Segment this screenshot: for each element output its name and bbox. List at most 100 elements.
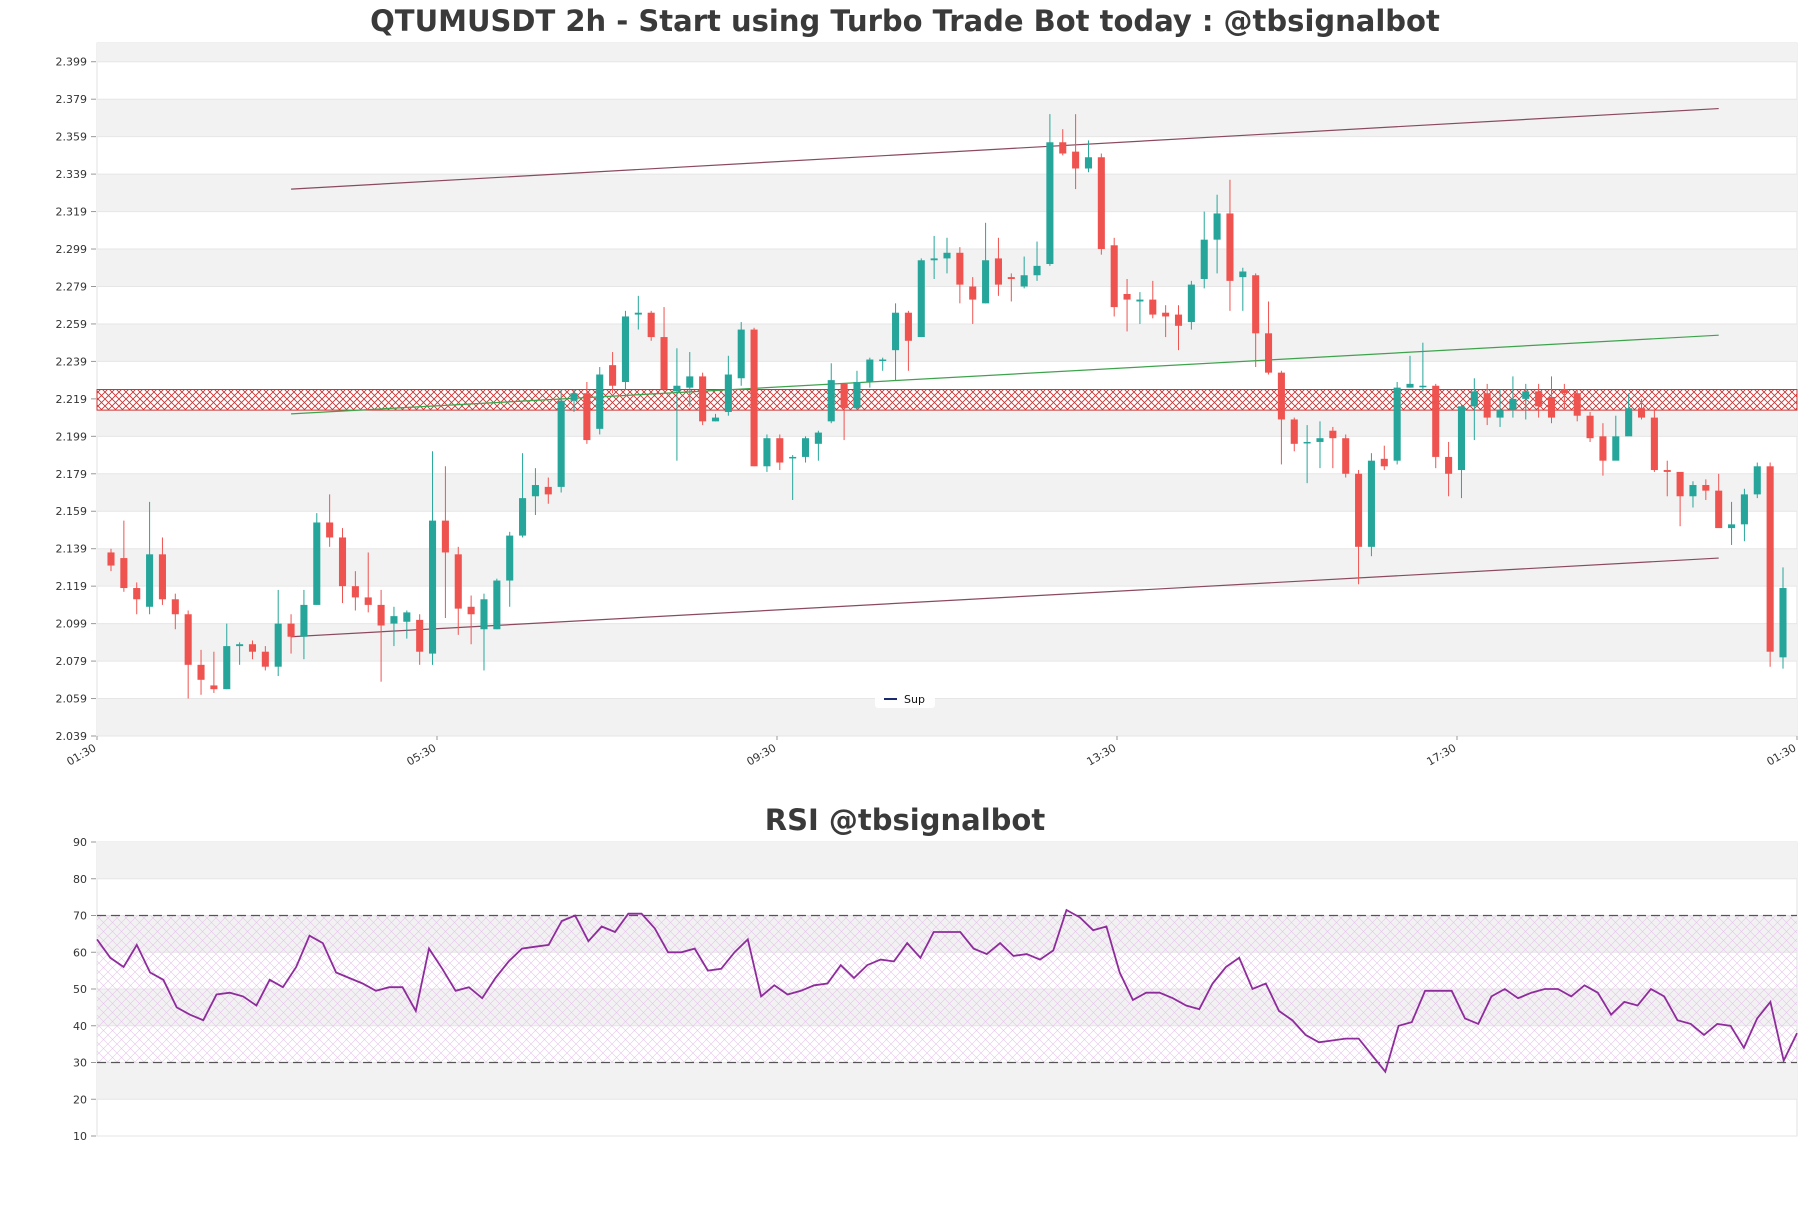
candle-body xyxy=(1329,430,1337,439)
candle-body xyxy=(1573,393,1581,416)
candle-body xyxy=(210,685,218,690)
rsi-y-tick-label: 50 xyxy=(73,983,87,996)
candle-body xyxy=(609,365,617,386)
candle xyxy=(1277,370,1285,465)
candle-body xyxy=(107,552,115,566)
candle-body xyxy=(879,359,887,362)
candle-body xyxy=(776,438,784,463)
candle xyxy=(1084,140,1093,173)
candle-body xyxy=(1110,245,1118,308)
candle xyxy=(287,614,295,654)
candle xyxy=(107,548,115,572)
candle xyxy=(1728,501,1736,545)
candle xyxy=(853,370,861,411)
candle-body xyxy=(1355,473,1363,547)
candle xyxy=(441,466,449,619)
x-tick-label: 01:30 xyxy=(65,741,99,768)
y-tick-label: 2.059 xyxy=(56,693,88,706)
candle-body xyxy=(1277,372,1285,420)
candle xyxy=(1522,383,1530,420)
y-tick-label: 2.159 xyxy=(56,505,88,518)
candle xyxy=(1033,241,1041,281)
candle xyxy=(1535,383,1543,418)
candle-body xyxy=(351,586,359,598)
candle xyxy=(390,606,398,647)
candle xyxy=(1419,342,1427,392)
candle-body xyxy=(1753,466,1761,495)
candle xyxy=(892,303,900,381)
band xyxy=(97,174,1797,212)
candle-body xyxy=(1779,588,1787,658)
candle-body xyxy=(274,623,282,667)
candle-body xyxy=(827,380,835,422)
candle xyxy=(454,546,462,635)
candle-body xyxy=(519,498,527,536)
candle-body xyxy=(1303,441,1311,444)
candle xyxy=(1740,488,1748,542)
candle xyxy=(197,649,205,695)
band xyxy=(97,1062,1797,1100)
channel-line xyxy=(291,557,1719,638)
candle xyxy=(917,258,925,338)
candle-body xyxy=(313,522,321,605)
main-y-axis: 2.039 2.059 2.079 2.099 2.119 2.139 2.159 2.179… xyxy=(56,56,96,743)
candle xyxy=(1560,383,1568,411)
candle xyxy=(1689,481,1697,508)
y-tick-label: 2.359 xyxy=(56,131,88,144)
band xyxy=(97,99,1797,137)
candle-body xyxy=(1265,333,1273,373)
candle xyxy=(236,642,244,665)
candle xyxy=(364,552,372,613)
candle-body xyxy=(969,286,977,300)
candle xyxy=(1547,376,1556,424)
candle xyxy=(1187,280,1195,330)
candle xyxy=(1200,211,1208,289)
candle-body xyxy=(1290,419,1298,444)
candle-body xyxy=(133,588,141,600)
candle-body xyxy=(1650,417,1658,471)
rsi-y-tick-label: 80 xyxy=(73,873,87,886)
candle-body xyxy=(1367,460,1375,547)
candle-body xyxy=(1483,393,1491,418)
candle xyxy=(660,307,668,392)
candle xyxy=(223,623,231,690)
candle-body xyxy=(1496,410,1504,418)
candle-body xyxy=(956,252,964,285)
candle-body xyxy=(647,312,655,338)
candle-body xyxy=(1637,408,1646,418)
candle xyxy=(1509,376,1517,418)
candle-body xyxy=(441,520,449,553)
candle-body xyxy=(184,614,192,665)
candle xyxy=(1097,153,1105,255)
candle-body xyxy=(1162,312,1170,317)
candle-body xyxy=(1702,485,1710,491)
candle xyxy=(814,430,822,461)
candle-body xyxy=(403,612,411,622)
candle-body xyxy=(1432,385,1440,457)
candle xyxy=(1445,441,1453,497)
candle-body xyxy=(570,393,578,401)
candle xyxy=(994,237,1002,296)
candle xyxy=(609,352,617,394)
candle xyxy=(544,477,552,504)
candle-body xyxy=(1740,494,1748,525)
y-tick-label: 2.339 xyxy=(56,168,88,181)
candle xyxy=(338,528,347,604)
candle-body xyxy=(223,646,231,690)
rsi-chart-title: RSI @tbsignalbot xyxy=(765,803,1046,837)
band xyxy=(97,623,1797,662)
candle-body xyxy=(338,537,347,587)
candle-body xyxy=(1522,391,1530,399)
candle-body xyxy=(583,393,591,441)
candle xyxy=(326,494,334,547)
candle xyxy=(171,593,179,630)
candle xyxy=(1162,305,1170,338)
candle-body xyxy=(454,554,462,609)
candle-body xyxy=(994,258,1002,285)
candle xyxy=(1753,462,1761,499)
candle xyxy=(1702,479,1710,501)
candle-body xyxy=(287,623,295,637)
candle-body xyxy=(1406,383,1414,388)
